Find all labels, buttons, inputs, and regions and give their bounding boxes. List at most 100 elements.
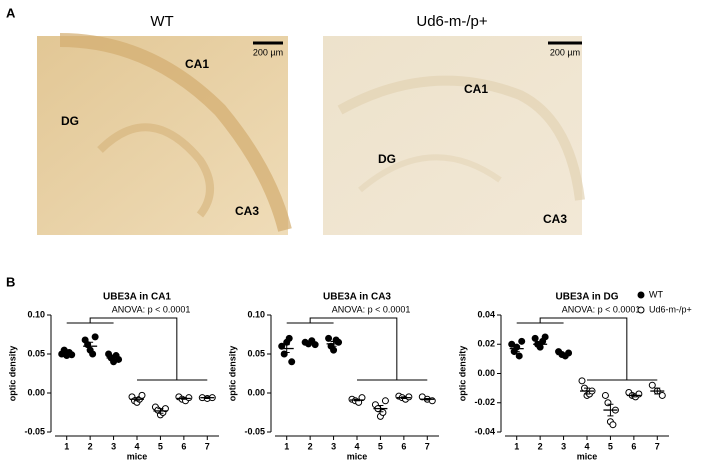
x-axis-label: mice [347,451,368,460]
panel-label: B [6,274,15,289]
data-point [578,377,586,385]
tissue-band [337,75,585,201]
error-bar [307,341,314,345]
region-label: CA1 [464,82,488,96]
data-point [609,421,617,429]
region-label: CA1 [185,57,209,71]
region-label: CA3 [235,204,259,218]
x-tick-label: 2 [88,441,93,451]
x-tick-label: 6 [401,441,406,451]
y-tick-label: -0.05 [244,426,265,436]
tissue-band [59,33,292,232]
data-point [278,342,286,350]
x-tick-label: 4 [584,441,589,451]
data-point [285,334,293,342]
data-point [358,394,366,402]
chart-title: UBE3A in CA1 [103,292,171,303]
error-bar [630,393,637,398]
x-tick-label: 6 [181,441,186,451]
y-tick-label: 0.10 [27,309,45,319]
region-label: CA3 [543,212,567,226]
x-tick-label: 4 [354,441,359,451]
data-point [91,333,99,341]
region-label: DG [61,114,79,128]
bracket [309,317,398,380]
y-tick-label: -0.05 [24,426,45,436]
panel-label: A [6,5,16,20]
error-bar [110,355,117,361]
error-bar [513,345,520,353]
annotation: ANOVA: p < 0.0001 [112,304,191,314]
chart-title: UBE3A in CA3 [323,292,391,303]
x-tick-label: 1 [514,441,519,451]
bracket [89,317,178,380]
tissue-band [358,154,502,193]
legend-marker [637,306,645,314]
x-tick-label: 2 [308,441,313,451]
error-bar [63,351,70,356]
data-point [89,350,97,358]
data-point [601,391,609,399]
tissue-band [97,123,214,218]
error-bar [87,341,94,351]
y-tick-label: 0.02 [477,339,495,349]
error-bar [134,397,140,402]
y-tick-label: 0.00 [477,368,495,378]
x-tick-label: 6 [631,441,636,451]
error-bar [377,404,384,413]
y-tick-label: 0.05 [27,348,45,358]
data-point [330,346,338,354]
legend-label: Ud6-m-/p+ [649,304,692,314]
y-tick-label: 0.00 [27,387,45,397]
data-point [518,337,526,345]
data-point [325,334,333,342]
x-tick-label: 1 [284,441,289,451]
x-tick-label: 3 [111,441,116,451]
scale-bar-label: 200 µm [253,47,283,57]
image-title: Ud6-m-/p+ [416,13,488,30]
y-tick-label: 0.10 [247,309,265,319]
y-tick-label: 0.00 [247,387,265,397]
annotation: ANOVA: p < 0.0001 [562,304,641,314]
error-bar [560,352,567,357]
scale-bar-label: 200 µm [550,47,580,57]
x-tick-label: 5 [378,441,383,451]
error-bar [157,408,164,414]
chart-title: UBE3A in DG [556,292,619,303]
error-bar [400,396,407,399]
error-bar [180,397,187,400]
y-axis-label: optic density [227,346,237,402]
data-point [381,397,389,405]
x-tick-label: 5 [608,441,613,451]
y-axis-label: optic density [7,346,17,402]
x-axis-label: mice [577,451,598,460]
annotation: ANOVA: p < 0.0001 [332,304,411,314]
x-tick-label: 3 [561,441,566,451]
data-point [531,334,539,342]
error-bar [283,344,290,353]
error-bar [354,398,360,402]
x-tick-label: 5 [158,441,163,451]
error-bar [204,396,211,399]
legend-label: WT [649,289,663,299]
error-bar [654,387,661,395]
image-title: WT [150,13,173,30]
error-bar [607,403,614,417]
x-tick-label: 3 [331,441,336,451]
error-bar [330,341,337,347]
data-point [508,340,516,348]
error-bar [537,342,544,347]
x-tick-label: 4 [134,441,139,451]
region-label: DG [378,152,396,166]
error-bar [424,397,431,401]
bracket [539,317,628,380]
x-tick-label: 2 [538,441,543,451]
legend-marker [637,291,645,299]
data-point [541,333,549,341]
data-point [648,381,656,389]
x-tick-label: 1 [64,441,69,451]
y-tick-label: 0.04 [477,309,495,319]
data-point [658,391,666,399]
